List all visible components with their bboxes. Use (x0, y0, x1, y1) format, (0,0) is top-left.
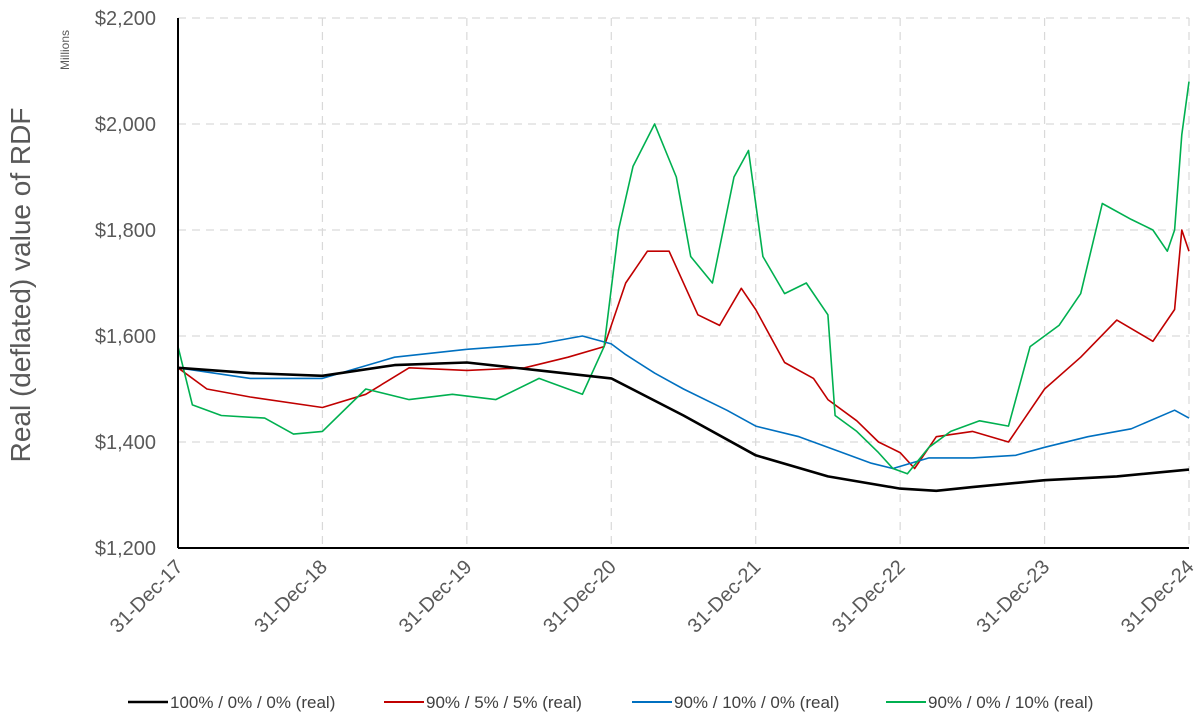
x-tick-label: 31-Dec-24 (1117, 556, 1199, 638)
y-tick-label: $2,000 (95, 114, 156, 136)
axes (177, 18, 1189, 549)
legend-label-1: 90% / 5% / 5% (real) (426, 693, 582, 712)
x-tick-label: 31-Dec-18 (250, 556, 332, 638)
y-tick-label: $1,400 (95, 432, 156, 454)
x-axis-ticks: 31-Dec-17 31-Dec-18 31-Dec-19 31-Dec-20 31-D… (106, 556, 1199, 638)
x-tick-label: 31-Dec-17 (106, 556, 188, 638)
x-tick-label: 31-Dec-22 (828, 556, 910, 638)
x-tick-label: 31-Dec-19 (395, 556, 477, 638)
series-lines (177, 81, 1190, 493)
y-axis-unit-label: Millions (58, 30, 72, 70)
y-axis-ticks: $1,200 $1,400 $1,600 $1,800 $2,000 $2,200 (95, 8, 156, 560)
gridlines (178, 17, 1190, 548)
legend: 100% / 0% / 0% (real) 90% / 5% / 5% (real… (128, 693, 1093, 712)
series-line-2 (177, 335, 1190, 470)
legend-label-0: 100% / 0% / 0% (real) (170, 693, 335, 712)
series-line-0 (177, 361, 1190, 493)
y-tick-label: $1,600 (95, 326, 156, 348)
y-tick-label: $1,200 (95, 538, 156, 560)
series-line-3 (177, 81, 1190, 475)
y-tick-label: $2,200 (95, 8, 156, 30)
y-tick-label: $1,800 (95, 220, 156, 242)
x-tick-label: 31-Dec-20 (539, 556, 621, 638)
series-line-1 (177, 229, 1190, 470)
x-tick-label: 31-Dec-21 (684, 556, 766, 638)
legend-label-3: 90% / 0% / 10% (real) (928, 693, 1093, 712)
legend-label-2: 90% / 10% / 0% (real) (674, 693, 839, 712)
y-axis-label: Real (deflated) value of RDF (5, 108, 36, 463)
x-tick-label: 31-Dec-23 (973, 556, 1055, 638)
